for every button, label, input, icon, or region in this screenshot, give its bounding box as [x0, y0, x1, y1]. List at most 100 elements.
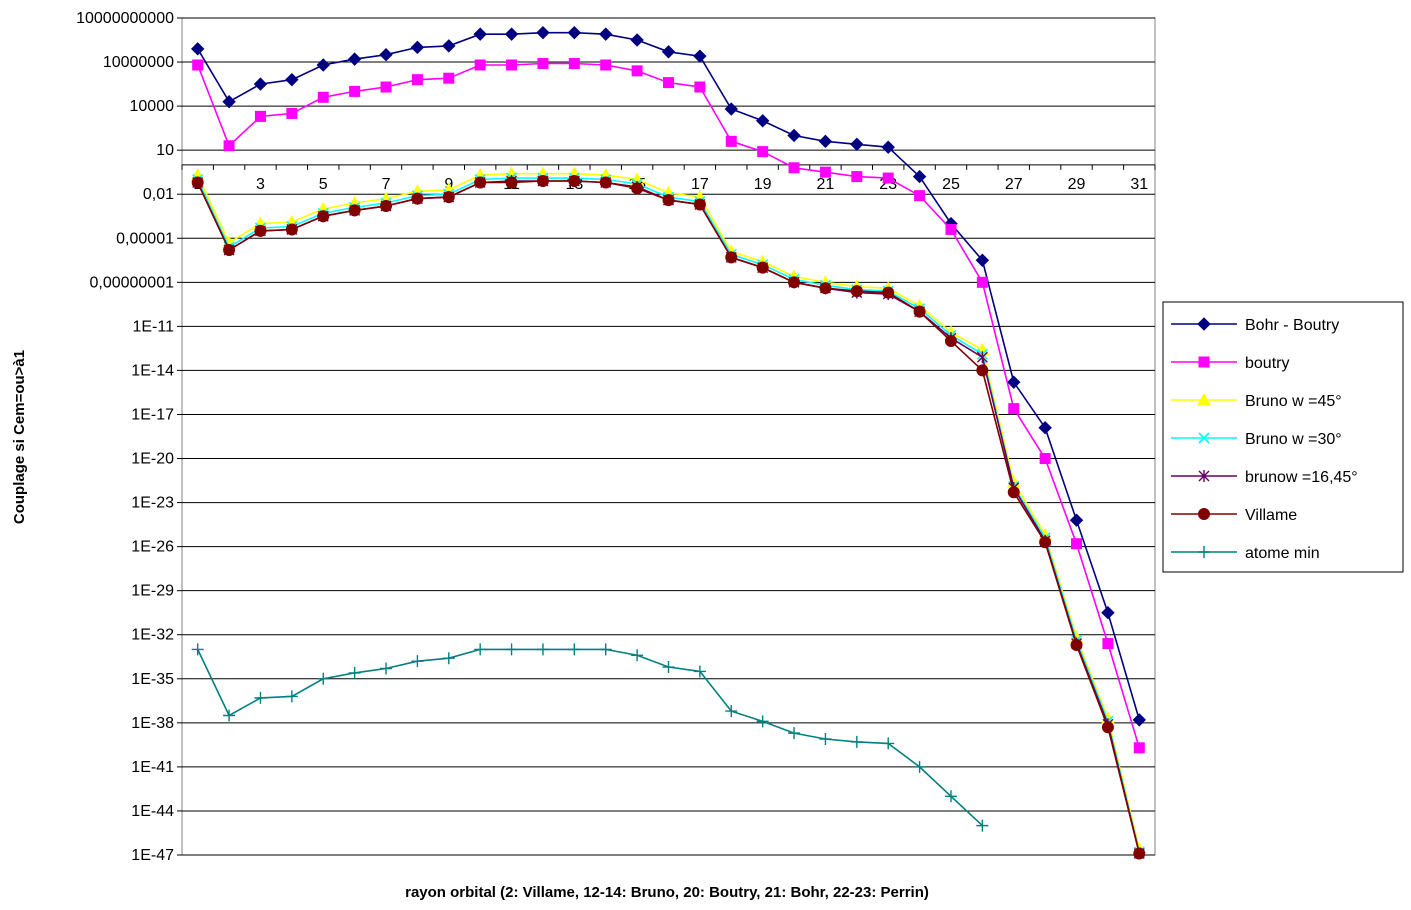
- y-tick-label: 0,00000001: [89, 274, 174, 291]
- data-point-marker: [819, 166, 831, 178]
- data-point-marker: [725, 705, 738, 718]
- data-point-marker: [442, 652, 455, 665]
- x-tick-label: 7: [382, 176, 391, 193]
- data-point-marker: [254, 224, 267, 237]
- y-tick-label: 10: [156, 142, 174, 159]
- data-point-marker: [473, 27, 487, 41]
- series-layer: [190, 25, 1147, 860]
- data-point-marker: [286, 107, 298, 119]
- series-5: [191, 174, 1146, 860]
- data-point-marker: [819, 282, 832, 295]
- data-point-marker: [380, 199, 393, 212]
- y-tick-label: 1E-23: [131, 495, 174, 512]
- data-point-marker: [661, 45, 676, 59]
- x-tick-label: 21: [817, 176, 835, 193]
- data-point-marker: [1039, 453, 1051, 465]
- data-point-marker: [975, 253, 990, 267]
- data-point-marker: [222, 94, 236, 109]
- data-point-marker: [882, 737, 895, 750]
- data-point-marker: [317, 210, 330, 223]
- data-point-marker: [976, 819, 989, 832]
- data-point-marker: [850, 285, 863, 298]
- data-point-marker: [380, 662, 393, 675]
- data-point-marker: [1102, 638, 1114, 650]
- legend-item: Bruno w =45°: [1171, 392, 1342, 410]
- y-tick-label: 1E-35: [131, 671, 174, 688]
- series-6: [191, 643, 989, 832]
- data-point-marker: [474, 59, 486, 71]
- data-point-marker: [1198, 546, 1210, 558]
- data-point-marker: [725, 135, 737, 147]
- data-point-marker: [1197, 392, 1211, 406]
- data-point-marker: [568, 643, 581, 656]
- data-point-marker: [1198, 508, 1210, 520]
- y-tick-label: 1E-38: [131, 715, 174, 732]
- data-point-marker: [223, 709, 236, 722]
- y-tick-label: 10000000: [103, 54, 174, 71]
- data-point-marker: [693, 49, 707, 63]
- data-point-marker: [631, 65, 643, 77]
- data-point-marker: [882, 286, 895, 299]
- data-point-marker: [850, 137, 864, 151]
- x-tick-label: 27: [1005, 176, 1023, 193]
- x-tick-label: 25: [942, 176, 960, 193]
- x-tick-label: 17: [691, 176, 709, 193]
- data-point-marker: [945, 223, 957, 235]
- data-point-marker: [1101, 721, 1114, 734]
- data-point-marker: [442, 39, 456, 53]
- data-point-marker: [474, 176, 487, 189]
- data-point-marker: [882, 172, 894, 184]
- data-point-marker: [851, 171, 863, 183]
- data-point-marker: [757, 146, 769, 158]
- data-point-marker: [192, 59, 204, 71]
- data-point-marker: [1039, 536, 1052, 549]
- data-point-marker: [787, 128, 801, 143]
- data-point-marker: [223, 140, 235, 152]
- series-1: [192, 58, 1145, 754]
- data-point-marker: [1133, 742, 1145, 754]
- data-point-marker: [819, 732, 832, 745]
- data-point-marker: [725, 251, 738, 264]
- y-tick-label: 1E-11: [132, 318, 174, 335]
- x-tick-label: 31: [1130, 176, 1148, 193]
- data-point-marker: [191, 176, 204, 189]
- y-axis-ticks: 10000000000 10000000 10000 10 0,01 0,00001 0,0…: [76, 10, 182, 864]
- data-point-marker: [348, 666, 361, 679]
- legend-item: Bohr - Boutry: [1171, 317, 1339, 334]
- legend-item: Villame: [1171, 507, 1297, 524]
- data-point-marker: [662, 661, 675, 674]
- data-point-marker: [944, 790, 957, 803]
- y-tick-label: 1E-14: [131, 362, 174, 379]
- data-point-marker: [1071, 538, 1083, 550]
- y-tick-label: 1E-41: [131, 759, 174, 776]
- data-point-marker: [411, 192, 424, 205]
- data-point-marker: [254, 110, 266, 122]
- data-point-marker: [568, 58, 580, 70]
- data-point-marker: [912, 169, 927, 184]
- data-point-marker: [349, 85, 361, 97]
- data-point-marker: [568, 174, 581, 187]
- data-point-marker: [1101, 606, 1115, 620]
- plot-frame: [181, 17, 1156, 856]
- data-point-marker: [442, 191, 455, 204]
- data-point-marker: [536, 174, 549, 187]
- data-point-marker: [693, 198, 706, 211]
- legend-item: Bruno w =30°: [1171, 431, 1342, 448]
- data-point-marker: [1008, 403, 1020, 415]
- y-axis-title: Couplage si Cem=ou>à1: [11, 350, 28, 524]
- data-point-marker: [506, 59, 518, 71]
- y-tick-label: 0,00001: [116, 230, 174, 247]
- data-point-marker: [850, 735, 863, 748]
- data-point-marker: [913, 760, 926, 773]
- x-tick-label: 3: [256, 176, 265, 193]
- y-tick-label: 1E-29: [131, 583, 174, 600]
- x-tick-label: 19: [754, 176, 772, 193]
- data-point-marker: [881, 140, 895, 154]
- data-point-marker: [537, 58, 549, 70]
- data-point-marker: [411, 655, 424, 668]
- data-point-marker: [630, 33, 644, 47]
- data-point-marker: [1007, 486, 1020, 499]
- data-point-marker: [411, 74, 423, 86]
- data-point-marker: [190, 42, 205, 56]
